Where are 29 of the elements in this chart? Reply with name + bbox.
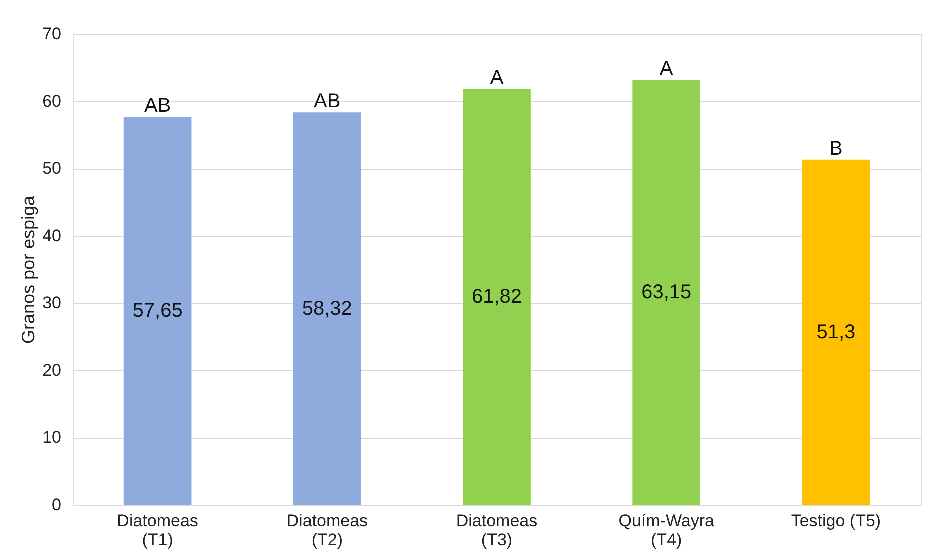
bar	[293, 112, 362, 505]
x-tick-label: Diatomeas (T1)	[117, 512, 198, 550]
y-tick-label: 40	[42, 226, 62, 246]
annotation: A	[490, 67, 504, 90]
y-tick-label: 50	[42, 159, 62, 178]
x-tick-label: Testigo (T5)	[791, 512, 882, 530]
annotation: B	[830, 138, 843, 160]
data-label: 51,3	[816, 321, 856, 344]
x-tick-label: Diatomeas (T2)	[286, 512, 368, 550]
bar	[802, 160, 870, 505]
y-tick-label: 30	[42, 294, 62, 313]
y-tick-label: 70	[42, 24, 62, 44]
bar	[124, 117, 192, 505]
y-tick-label: 20	[42, 360, 62, 380]
bar	[463, 89, 531, 505]
x-tick-label: Diatomeas (T3)	[456, 512, 538, 550]
data-label: 63,15	[642, 282, 692, 304]
y-tick-label: 60	[42, 92, 62, 111]
y-axis-title: Granos por espiga	[18, 194, 39, 344]
y-tick-label: 0	[52, 496, 62, 514]
x-tick-label: Quím-Wayra (T4)	[618, 512, 715, 550]
annotation: A	[660, 58, 674, 80]
data-label: 57,65	[132, 300, 183, 322]
annotation: AB	[144, 95, 172, 118]
data-label: 61,82	[472, 286, 522, 308]
annotation: AB	[314, 90, 341, 113]
bar	[632, 80, 701, 505]
data-label: 58,32	[302, 298, 352, 320]
y-tick-label: 10	[42, 428, 62, 448]
